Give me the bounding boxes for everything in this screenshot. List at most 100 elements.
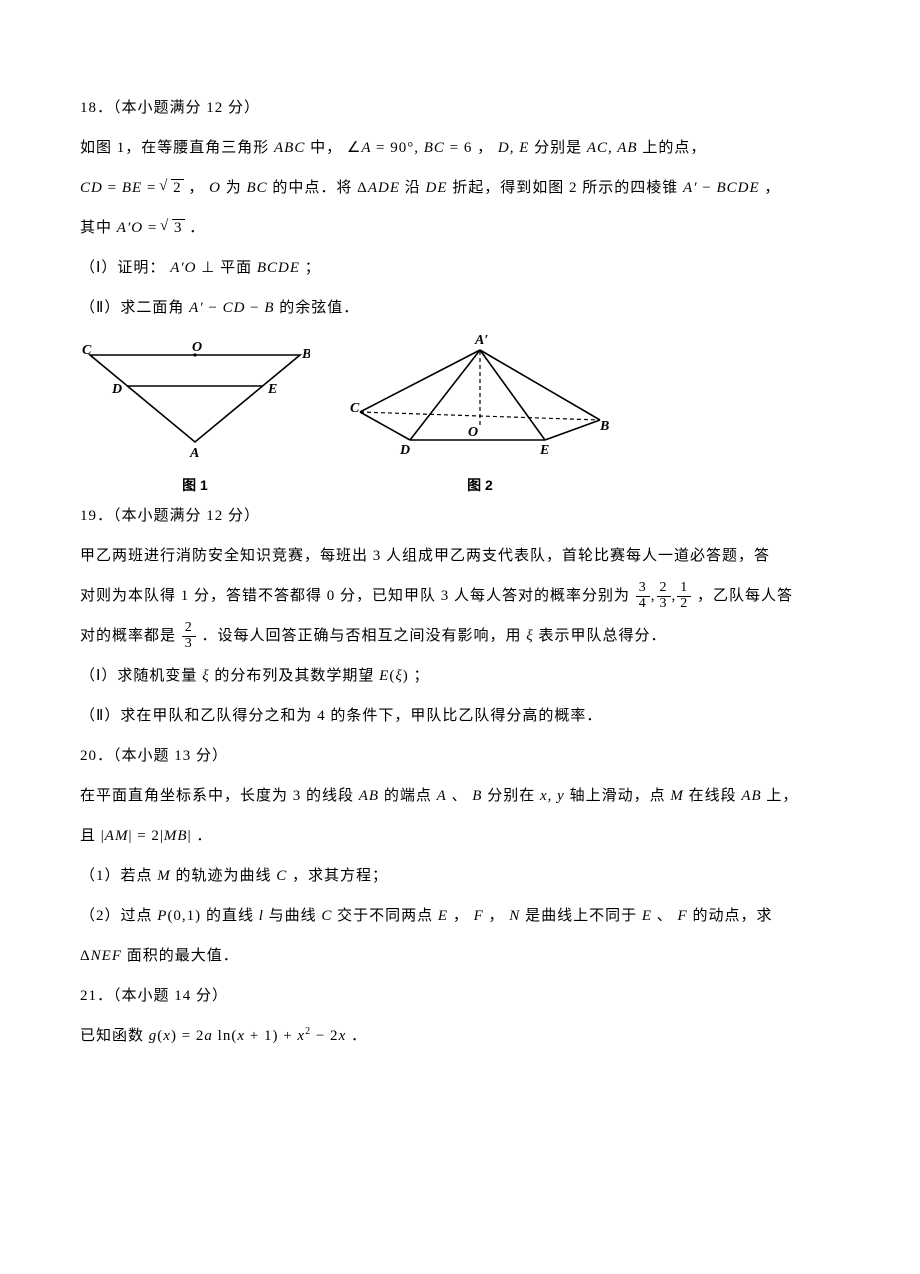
text: ，求其方程； xyxy=(287,868,388,884)
text: ． xyxy=(346,1028,367,1044)
text: 、 xyxy=(447,788,473,804)
label-E: E xyxy=(539,443,549,458)
expr-angle: ∠A = 90°, BC = 6 xyxy=(347,140,472,156)
text: ， xyxy=(184,180,210,196)
expr: F xyxy=(474,908,484,924)
expr-DE2: DE xyxy=(426,180,448,196)
text: 其中 xyxy=(80,220,117,236)
q21-heading: 21．（本小题 14 分） xyxy=(80,978,840,1014)
fraction: 23 xyxy=(182,621,196,651)
text: 对则为本队得 1 分，答错不答都得 0 分，已知甲队 3 人每人答对的概率分别为 xyxy=(80,588,635,604)
figure-1-svg: C O B D E A xyxy=(80,340,310,460)
expr: C xyxy=(276,868,287,884)
expr: AB xyxy=(359,788,379,804)
text: （Ⅱ）求二面角 xyxy=(80,300,189,316)
figure-2: A′ C B D E O 图 2 xyxy=(350,330,610,496)
expr: x, y xyxy=(540,788,565,804)
label-E: E xyxy=(267,382,277,397)
expr-xi: ξ xyxy=(526,628,533,644)
text: 为 xyxy=(221,180,247,196)
q18-line3: 其中 A′O = 3 ． xyxy=(80,210,840,246)
text: 上， xyxy=(762,788,799,804)
text: 的余弦值． xyxy=(275,300,360,316)
text: 平面 xyxy=(215,260,257,276)
expr-AO: A′O = xyxy=(117,220,162,236)
q20-heading: 20．（本小题 13 分） xyxy=(80,738,840,774)
label-C: C xyxy=(82,343,92,358)
text: 对的概率都是 xyxy=(80,628,181,644)
expr-DNEF: ΔNEF xyxy=(80,948,122,964)
expr-gx: g(x) = 2a ln(x + 1) + x2 − 2x xyxy=(149,1028,346,1044)
expr-DeltaADE: ΔADE xyxy=(357,180,400,196)
fraction: 12 xyxy=(677,581,691,611)
q19-heading: 19．（本小题满分 12 分） xyxy=(80,498,840,534)
text: 的分布列及其数学期望 xyxy=(210,668,380,684)
label-B: B xyxy=(301,347,310,362)
text: 中， xyxy=(305,140,347,156)
text: ． xyxy=(185,220,206,236)
sqrt-icon: 2 xyxy=(161,170,184,206)
text: 面积的最大值． xyxy=(122,948,239,964)
q18-figure-row: C O B D E A 图 1 A′ C B D E O 图 2 xyxy=(80,330,840,496)
label-B: B xyxy=(599,419,609,434)
expr-ACAB: AC, AB xyxy=(587,140,638,156)
text: 折起，得到如图 2 所示的四棱锥 xyxy=(448,180,684,196)
text: 交于不同两点 xyxy=(332,908,438,924)
text: ， xyxy=(472,140,498,156)
expr-DE: D, E xyxy=(498,140,530,156)
q19-part1: （Ⅰ）求随机变量 ξ 的分布列及其数学期望 E(ξ) ； xyxy=(80,658,840,694)
text: ； xyxy=(409,668,430,684)
q20-line-nef: ΔNEF 面积的最大值． xyxy=(80,938,840,974)
text: 的直线 xyxy=(201,908,259,924)
text: 轴上滑动，点 xyxy=(565,788,671,804)
expr: E xyxy=(438,908,448,924)
text: 、 xyxy=(652,908,678,924)
expr: A′ − CD − B xyxy=(189,300,274,316)
expr: B xyxy=(472,788,482,804)
text: ．设每人回答正确与否相互之间没有影响，用 xyxy=(197,628,527,644)
text: （Ⅰ）证明： xyxy=(80,260,170,276)
expr: BCDE xyxy=(257,260,300,276)
text: 是曲线上不同于 xyxy=(520,908,642,924)
text: 如图 1，在等腰直角三角形 xyxy=(80,140,274,156)
fraction: 23 xyxy=(657,581,671,611)
expr-cdbe: CD = BE = xyxy=(80,180,161,196)
q18-heading: 18．（本小题满分 12 分） xyxy=(80,90,840,126)
figure-1-caption: 图 1 xyxy=(80,476,310,496)
text: 与曲线 xyxy=(264,908,322,924)
text: 的端点 xyxy=(379,788,437,804)
label-D: D xyxy=(111,382,122,397)
text: ， xyxy=(760,180,781,196)
expr: F xyxy=(678,908,688,924)
figure-2-caption: 图 2 xyxy=(350,476,610,496)
text: ； xyxy=(300,260,321,276)
expr-Ap-BCDE: A′ − BCDE xyxy=(683,180,760,196)
q19-part2: （Ⅱ）求在甲队和乙队得分之和为 4 的条件下，甲队比乙队得分高的概率． xyxy=(80,698,840,734)
text: 分别是 xyxy=(529,140,587,156)
text: 分别在 xyxy=(482,788,540,804)
expr: E xyxy=(642,908,652,924)
text: （Ⅰ）求随机变量 xyxy=(80,668,202,684)
expr-xi: ξ xyxy=(202,668,209,684)
text: 在平面直角坐标系中，长度为 3 的线段 xyxy=(80,788,359,804)
q18-line1: 如图 1，在等腰直角三角形 ABC 中， ∠A = 90°, BC = 6 ， … xyxy=(80,130,840,166)
text: ， xyxy=(484,908,510,924)
text: 已知函数 xyxy=(80,1028,149,1044)
q18-line2: CD = BE = 2 ， O 为 BC 的中点．将 ΔADE 沿 DE 折起，… xyxy=(80,170,840,206)
label-D: D xyxy=(399,443,410,458)
expr: C xyxy=(321,908,332,924)
expr: A xyxy=(437,788,447,804)
figure-2-svg: A′ C B D E O xyxy=(350,330,610,460)
expr: M xyxy=(157,868,171,884)
text: 上的点， xyxy=(638,140,707,156)
expr-BC: BC xyxy=(246,180,267,196)
label-O: O xyxy=(468,425,478,440)
expr: AB xyxy=(741,788,761,804)
q18-part1: （Ⅰ）证明： A′O ⊥ 平面 BCDE ； xyxy=(80,250,840,286)
q19-line3: 对的概率都是 23 ．设每人回答正确与否相互之间没有影响，用 ξ 表示甲队总得分… xyxy=(80,618,840,654)
label-O: O xyxy=(192,340,202,355)
text: 的轨迹为曲线 xyxy=(171,868,277,884)
sqrt-icon: 3 xyxy=(162,210,185,246)
label-Aprime: A′ xyxy=(474,333,488,348)
text: 表示甲队总得分． xyxy=(534,628,667,644)
